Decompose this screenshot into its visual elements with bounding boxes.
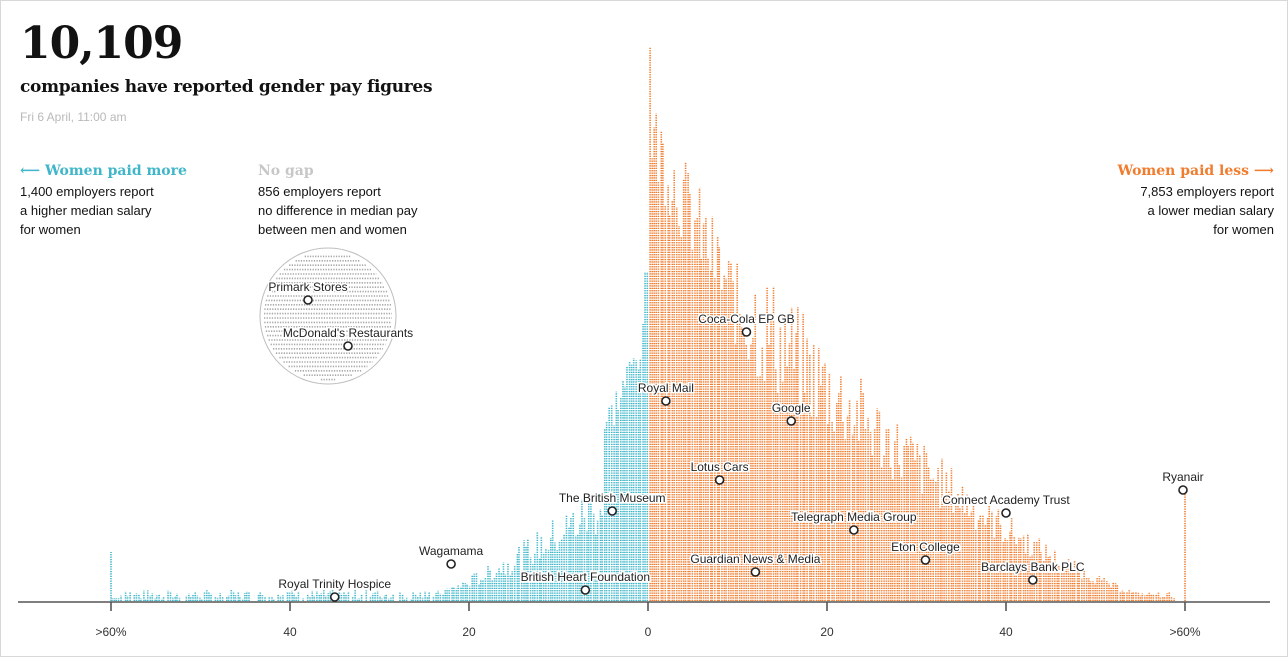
report-count: 10,109 <box>20 20 182 68</box>
x-tick-label: 0 <box>645 625 652 639</box>
legend-women-paid-less: Women paid less ⟶ 7,853 employers report… <box>1118 160 1274 239</box>
company-marker <box>751 568 759 576</box>
legend-line: for women <box>1118 220 1274 239</box>
x-tick-label: 40 <box>999 625 1013 639</box>
company-label: Eton College <box>891 540 960 554</box>
legend-line: 1,400 employers report <box>20 182 187 201</box>
company-marker <box>304 296 312 304</box>
legend-line: 856 employers report <box>258 182 417 201</box>
arrow-left-icon: ⟵ <box>20 163 45 179</box>
company-label: Telegraph Media Group <box>791 510 917 524</box>
x-tick-label: 20 <box>462 625 476 639</box>
company-marker <box>921 556 929 564</box>
no-gap-cluster <box>260 248 396 384</box>
x-tick-label: >60% <box>1169 625 1200 639</box>
legend-heading-women-paid-more: ⟵ Women paid more <box>20 160 187 182</box>
company-label: Guardian News & Media <box>690 552 820 566</box>
no-gap-cluster-outline <box>260 248 396 384</box>
legend-line: 7,853 employers report <box>1118 182 1274 201</box>
company-label: Primark Stores <box>268 280 347 294</box>
company-label: British Heart Foundation <box>521 570 650 584</box>
x-axis: >60% 40 20 0 20 40 >60% <box>18 602 1270 639</box>
company-label: Barclays Bank PLC <box>981 560 1085 574</box>
legend-heading-women-paid-less: Women paid less ⟶ <box>1118 160 1274 182</box>
company-marker <box>1179 486 1187 494</box>
company-marker <box>608 507 616 515</box>
company-label: Wagamama <box>419 544 484 558</box>
company-annotations: Primark Stores McDonald's Restaurants Roya… <box>268 280 1203 601</box>
x-tick-label: 20 <box>820 625 834 639</box>
company-label: Connect Academy Trust <box>942 493 1070 507</box>
timestamp: Fri 6 April, 11:00 am <box>20 110 127 124</box>
legend-line: a higher median salary <box>20 201 187 220</box>
legend-heading-no-gap: No gap <box>258 160 417 182</box>
company-label: McDonald's Restaurants <box>283 326 413 340</box>
arrow-right-icon: ⟶ <box>1249 163 1274 179</box>
employer-dots <box>111 47 1185 601</box>
chart-subtitle: companies have reported gender pay figur… <box>20 77 432 97</box>
company-label: Royal Trinity Hospice <box>278 577 391 591</box>
x-tick-label: 40 <box>283 625 297 639</box>
company-label: The British Museum <box>559 491 666 505</box>
company-marker <box>1029 576 1037 584</box>
legend-line: between men and women <box>258 220 417 239</box>
company-marker <box>742 328 750 336</box>
legend-line: a lower median salary <box>1118 201 1274 220</box>
company-marker <box>331 593 339 601</box>
legend-line: for women <box>20 220 187 239</box>
company-marker <box>850 526 858 534</box>
company-marker <box>662 397 670 405</box>
company-marker <box>447 560 455 568</box>
company-marker <box>716 476 724 484</box>
company-label: Coca-Cola EP GB <box>698 312 795 326</box>
company-label: Google <box>772 401 811 415</box>
legend-line: no difference in median pay <box>258 201 417 220</box>
company-label: Royal Mail <box>638 381 694 395</box>
legend-no-gap: No gap 856 employers report no differenc… <box>258 160 417 239</box>
legend-heading-text: Women paid less <box>1118 163 1250 179</box>
company-marker <box>1002 509 1010 517</box>
company-marker <box>581 586 589 594</box>
legend-women-paid-more: ⟵ Women paid more 1,400 employers report… <box>20 160 187 239</box>
x-tick-label: >60% <box>95 625 126 639</box>
legend-heading-text: Women paid more <box>45 163 187 179</box>
company-label: Ryanair <box>1162 470 1203 484</box>
company-marker <box>787 417 795 425</box>
company-label: Lotus Cars <box>691 460 749 474</box>
company-marker <box>344 342 352 350</box>
